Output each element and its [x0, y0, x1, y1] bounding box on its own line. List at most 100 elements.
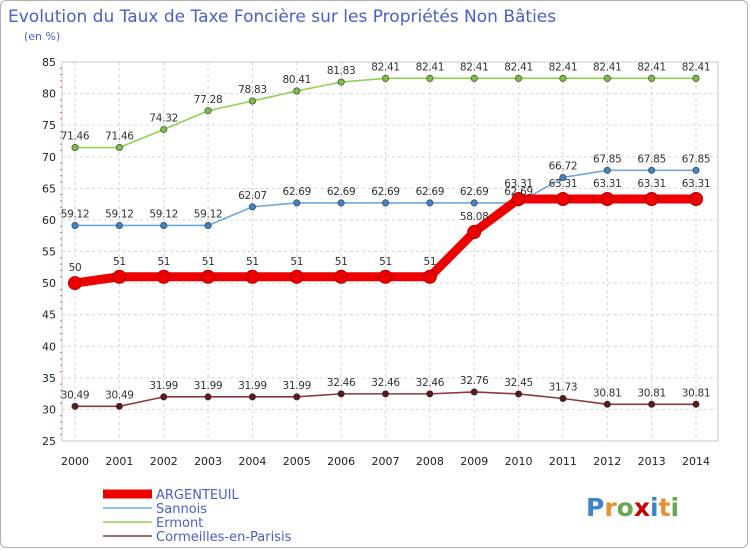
data-point	[381, 390, 389, 398]
logo-letter: o	[617, 493, 634, 522]
data-label: 51	[335, 256, 348, 268]
chart-title: Evolution du Taux de Taxe Foncière sur l…	[8, 7, 556, 27]
data-label: 30.81	[637, 387, 666, 399]
data-point	[467, 225, 482, 240]
data-label: 62.69	[371, 186, 400, 198]
data-point	[204, 393, 212, 401]
data-label: 51	[113, 256, 126, 268]
data-point	[293, 393, 301, 401]
x-tick-label: 2009	[460, 455, 488, 468]
x-tick-label: 2003	[194, 455, 222, 468]
data-point	[559, 394, 567, 402]
y-tick-label: 35	[42, 372, 56, 385]
series-sannois	[71, 166, 700, 229]
data-label: 32.46	[327, 377, 356, 389]
data-point	[381, 199, 389, 207]
data-point	[692, 400, 700, 408]
x-tick-label: 2011	[549, 455, 577, 468]
data-point	[248, 203, 256, 211]
data-point	[426, 199, 434, 207]
data-point	[115, 221, 123, 229]
data-label: 74.32	[149, 112, 178, 124]
logo-text: Proxiti	[586, 493, 679, 522]
data-label: 32.45	[504, 377, 533, 389]
data-point	[470, 74, 478, 82]
data-point	[204, 221, 212, 229]
legend-label: ARGENTEUIL	[156, 488, 239, 503]
logo-letter: P	[586, 493, 604, 522]
data-point	[603, 74, 611, 82]
data-point	[71, 221, 79, 229]
data-label: 30.81	[682, 387, 711, 399]
data-point	[71, 144, 79, 152]
data-point	[160, 221, 168, 229]
series-group	[68, 74, 703, 410]
x-tick-label: 2000	[61, 455, 89, 468]
data-point	[603, 400, 611, 408]
data-label: 82.41	[593, 61, 622, 73]
data-label: 81.83	[327, 65, 356, 77]
data-point	[115, 144, 123, 152]
data-label: 31.73	[549, 381, 578, 393]
data-label: 82.41	[504, 61, 533, 73]
data-label: 82.41	[637, 61, 666, 73]
data-point	[648, 400, 656, 408]
data-label: 63.31	[637, 178, 666, 190]
data-label: 59.12	[149, 208, 178, 220]
data-point	[470, 388, 478, 396]
data-label: 62.69	[460, 186, 489, 198]
data-point	[337, 78, 345, 86]
logo-letter: i	[671, 493, 680, 522]
y-tick-label: 40	[42, 340, 56, 353]
x-tick-label: 2013	[638, 455, 666, 468]
data-point	[692, 166, 700, 174]
data-label: 32.76	[460, 375, 489, 387]
data-point	[648, 166, 656, 174]
data-label: 63.31	[682, 178, 711, 190]
y-tick-label: 45	[42, 309, 56, 322]
data-point	[600, 192, 615, 207]
data-label: 51	[290, 256, 303, 268]
x-tick-label: 2014	[682, 455, 710, 468]
data-point	[201, 269, 216, 284]
x-tick-label: 2008	[416, 455, 444, 468]
y-tick-label: 50	[42, 277, 56, 290]
data-label: 82.41	[460, 61, 489, 73]
data-point	[289, 269, 304, 284]
data-label: 66.72	[549, 160, 578, 172]
data-point	[156, 269, 171, 284]
y-tick-label: 75	[42, 119, 56, 132]
data-label: 82.41	[416, 61, 445, 73]
legend-label: Ermont	[156, 516, 203, 531]
data-point	[337, 390, 345, 398]
data-label: 77.28	[194, 94, 223, 106]
data-label: 59.12	[194, 208, 223, 220]
data-point	[555, 192, 570, 207]
data-label: 62.07	[238, 190, 267, 202]
data-point	[422, 269, 437, 284]
data-label: 59.12	[61, 208, 90, 220]
data-label: 82.41	[549, 61, 578, 73]
data-point	[68, 276, 82, 291]
data-point	[603, 166, 611, 174]
data-label: 31.99	[194, 380, 223, 392]
data-point	[334, 269, 349, 284]
data-labels: 71.46 71.46 74.32 77.28 78.83 80.41 81.83 82.41…	[61, 61, 711, 401]
data-label: 62.69	[504, 186, 533, 198]
series-argenteuil	[68, 192, 703, 291]
data-label: 63.31	[593, 178, 622, 190]
x-tick-label: 2002	[150, 455, 178, 468]
y-tick-label: 80	[42, 88, 56, 101]
logo-letter: i	[650, 493, 659, 522]
logo-letter: x	[634, 493, 650, 522]
y-tick-label: 30	[42, 403, 56, 416]
data-point	[559, 74, 567, 82]
data-point	[160, 125, 168, 133]
series-ermont	[71, 74, 700, 152]
y-tick-label: 55	[42, 246, 56, 259]
data-label: 67.85	[682, 153, 711, 165]
data-label: 30.49	[61, 389, 90, 401]
data-label: 58.08	[460, 211, 489, 223]
data-point	[337, 199, 345, 207]
